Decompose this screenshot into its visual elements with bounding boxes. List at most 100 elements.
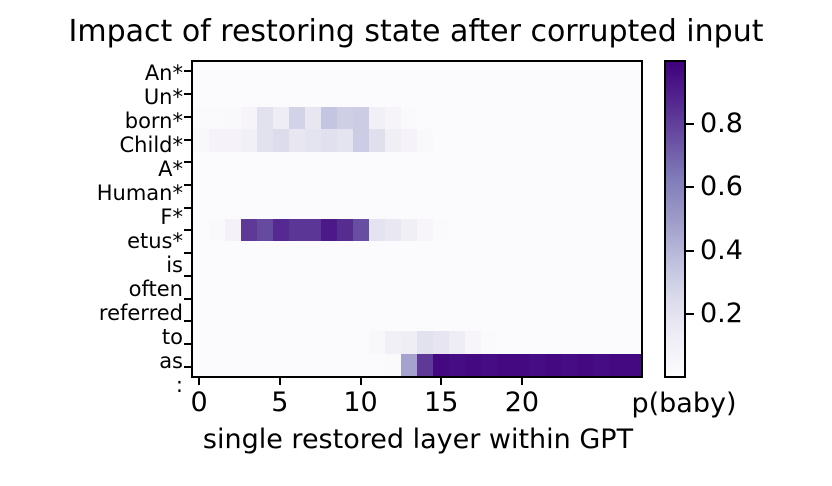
heatmap-cell bbox=[465, 174, 481, 197]
heatmap-cell bbox=[529, 241, 545, 264]
y-tick-label: F* bbox=[160, 205, 183, 229]
heatmap-cell bbox=[497, 151, 513, 175]
heatmap-cell bbox=[465, 263, 481, 287]
heatmap-cell bbox=[257, 174, 273, 197]
heatmap-cell bbox=[225, 62, 241, 85]
heatmap-cell bbox=[529, 129, 545, 152]
heatmap-cell bbox=[193, 331, 209, 354]
heatmap-cell bbox=[305, 129, 321, 152]
heatmap-cell bbox=[353, 308, 369, 332]
y-tick-label: is bbox=[166, 253, 183, 277]
heatmap-cell bbox=[545, 353, 561, 376]
heatmap-cell bbox=[305, 219, 321, 242]
heatmap-cell bbox=[289, 241, 305, 264]
heatmap-cell bbox=[225, 331, 241, 354]
heatmap-cell bbox=[209, 196, 225, 219]
heatmap-cell bbox=[257, 308, 273, 332]
heatmap-cell bbox=[193, 286, 209, 309]
heatmap-cell bbox=[353, 62, 369, 85]
colorbar-tick-mark bbox=[686, 249, 694, 252]
y-tick-mark bbox=[184, 115, 191, 118]
heatmap-cell bbox=[609, 151, 625, 175]
heatmap-cell bbox=[609, 308, 625, 332]
heatmap-cell bbox=[417, 219, 433, 242]
x-tick-label: 5 bbox=[271, 387, 289, 418]
heatmap-cell bbox=[385, 129, 401, 152]
heatmap-cell bbox=[257, 286, 273, 309]
heatmap-cell bbox=[321, 151, 337, 175]
heatmap-cell bbox=[209, 129, 225, 152]
heatmap-cell bbox=[497, 106, 513, 130]
heatmap-cell bbox=[289, 331, 305, 354]
heatmap-cell bbox=[385, 219, 401, 242]
heatmap-cell bbox=[593, 84, 609, 107]
heatmap-cell bbox=[497, 62, 513, 85]
heatmap-cell bbox=[593, 263, 609, 287]
y-tick-label: born* bbox=[124, 109, 183, 133]
heatmap-cell bbox=[529, 286, 545, 309]
heatmap-cell bbox=[369, 84, 385, 107]
heatmap-cell bbox=[209, 353, 225, 376]
heatmap-cell bbox=[337, 129, 353, 152]
heatmap-cell bbox=[513, 174, 529, 197]
heatmap-cell bbox=[593, 286, 609, 309]
heatmap-cell bbox=[545, 62, 561, 85]
heatmap-cell bbox=[273, 84, 289, 107]
heatmap-cell bbox=[401, 106, 417, 130]
heatmap-cell bbox=[497, 308, 513, 332]
heatmap-cell bbox=[609, 263, 625, 287]
heatmap-cell bbox=[449, 106, 465, 130]
heatmap-cell bbox=[225, 196, 241, 219]
heatmap-cell bbox=[481, 174, 497, 197]
heatmap-cell bbox=[449, 331, 465, 354]
y-tick-mark bbox=[184, 252, 191, 255]
heatmap-cell bbox=[513, 353, 529, 376]
heatmap-cell bbox=[481, 353, 497, 376]
heatmap-cell bbox=[449, 84, 465, 107]
heatmap-cell bbox=[273, 241, 289, 264]
heatmap-cell bbox=[417, 84, 433, 107]
heatmap-cell bbox=[481, 129, 497, 152]
heatmap-cell bbox=[593, 219, 609, 242]
heatmap-cell bbox=[273, 196, 289, 219]
heatmap-cell bbox=[561, 151, 577, 175]
heatmap-cell bbox=[193, 241, 209, 264]
heatmap-cell bbox=[465, 84, 481, 107]
heatmap-cell bbox=[305, 308, 321, 332]
heatmap-cell bbox=[449, 263, 465, 287]
heatmap-cell bbox=[577, 106, 593, 130]
heatmap-cell bbox=[593, 308, 609, 332]
heatmap-cell bbox=[401, 331, 417, 354]
heatmap-cell bbox=[561, 241, 577, 264]
heatmap-cell bbox=[625, 174, 641, 197]
heatmap-cell bbox=[225, 353, 241, 376]
heatmap-cell bbox=[305, 241, 321, 264]
heatmap-cell bbox=[385, 286, 401, 309]
heatmap-cell bbox=[369, 286, 385, 309]
heatmap-cell bbox=[241, 331, 257, 354]
heatmap-cell bbox=[577, 286, 593, 309]
heatmap-cell bbox=[385, 196, 401, 219]
heatmap-cell bbox=[321, 263, 337, 287]
heatmap-cell bbox=[321, 84, 337, 107]
heatmap-cell bbox=[529, 151, 545, 175]
heatmap-cell bbox=[513, 263, 529, 287]
heatmap-cell bbox=[577, 174, 593, 197]
heatmap-cell bbox=[481, 241, 497, 264]
y-tick-label: A* bbox=[158, 157, 183, 181]
heatmap-cell bbox=[545, 331, 561, 354]
heatmap-cell bbox=[353, 219, 369, 242]
heatmap-cell bbox=[577, 84, 593, 107]
heatmap-cell bbox=[465, 286, 481, 309]
heatmap-cell bbox=[305, 263, 321, 287]
heatmap-cell bbox=[289, 106, 305, 130]
y-tick-mark bbox=[184, 206, 191, 209]
heatmap-cell bbox=[321, 219, 337, 242]
heatmap-cell bbox=[481, 308, 497, 332]
x-tick-mark bbox=[359, 378, 362, 385]
heatmap-cell bbox=[337, 286, 353, 309]
heatmap-cell bbox=[481, 84, 497, 107]
heatmap-cell bbox=[577, 263, 593, 287]
heatmap-cell bbox=[193, 196, 209, 219]
heatmap-cell bbox=[465, 353, 481, 376]
